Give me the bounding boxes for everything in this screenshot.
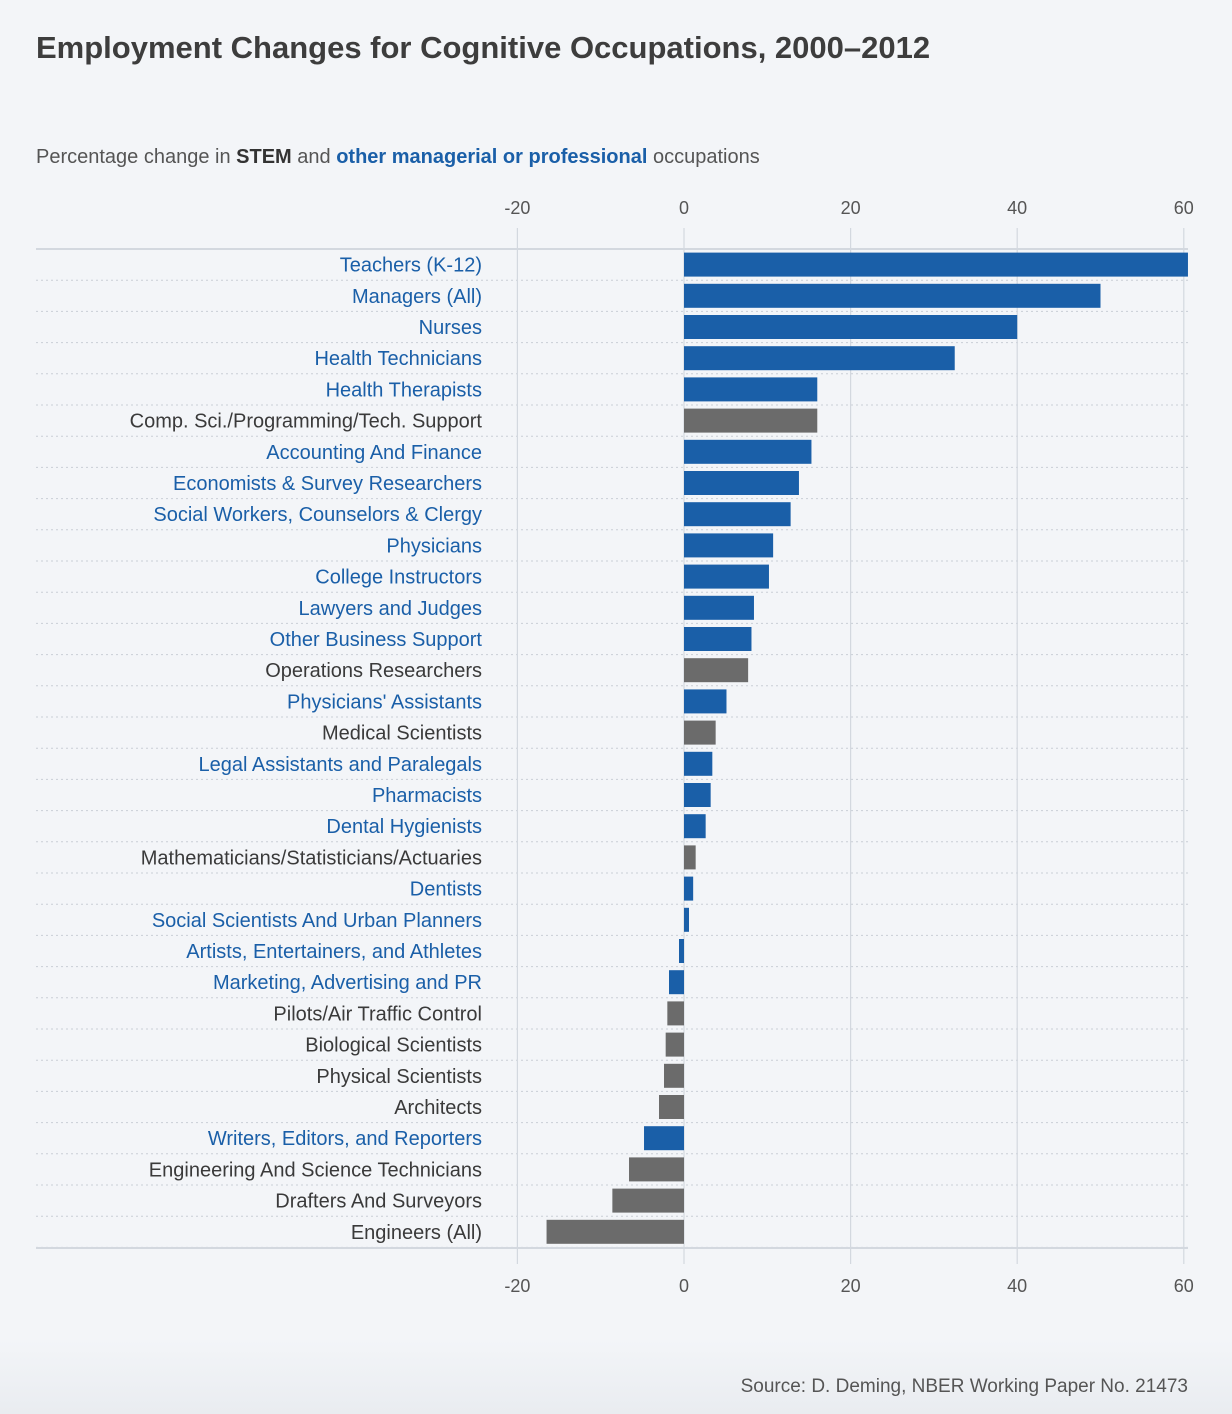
bar xyxy=(684,346,955,371)
bar xyxy=(684,658,749,683)
category-label: Physical Scientists xyxy=(316,1066,482,1088)
bar xyxy=(669,970,684,995)
bar xyxy=(659,1095,684,1119)
bar xyxy=(684,876,694,901)
category-label: Economists & Survey Researchers xyxy=(173,473,482,495)
bar xyxy=(684,408,818,433)
category-label: Artists, Entertainers, and Athletes xyxy=(186,941,482,963)
category-label: Drafters And Surveyors xyxy=(275,1191,482,1213)
category-label: Accounting And Finance xyxy=(266,442,482,464)
source-note: Source: D. Deming, NBER Working Paper No… xyxy=(740,1376,1188,1397)
bar xyxy=(684,907,689,932)
tick-label-top: 60 xyxy=(1174,198,1194,218)
bar xyxy=(629,1157,684,1182)
category-label: Engineers (All) xyxy=(351,1222,482,1244)
category-label: Engineering And Science Technicians xyxy=(149,1159,482,1181)
chart-subtitle: Percentage change in STEM and other mana… xyxy=(36,146,760,169)
category-label: Pharmacists xyxy=(372,785,482,807)
subtitle-stem: STEM xyxy=(236,146,292,168)
tick-label-top: 0 xyxy=(679,198,689,218)
tick-label-bottom: 0 xyxy=(679,1276,689,1296)
tick-label-bottom: 20 xyxy=(841,1276,861,1296)
category-label: Nurses xyxy=(419,317,482,339)
bar-chart: -20 -20 0 0 20 20 40 40 60 60 Teachers (K-12) Manag… xyxy=(36,198,1194,1296)
bar xyxy=(684,751,713,776)
bar xyxy=(684,471,799,495)
bar xyxy=(684,814,706,839)
category-label: Physicians' Assistants xyxy=(287,691,482,713)
category-label: Physicians xyxy=(386,535,482,557)
bar xyxy=(684,689,727,714)
category-label: Dentists xyxy=(410,879,482,901)
category-label: Comp. Sci./Programming/Tech. Support xyxy=(130,411,483,433)
bar xyxy=(684,845,696,870)
bar xyxy=(684,627,752,651)
bar xyxy=(679,939,684,963)
chart-title: Employment Changes for Cognitive Occupat… xyxy=(36,30,931,65)
bar xyxy=(684,315,1018,339)
bar xyxy=(684,439,812,464)
subtitle-suffix: occupations xyxy=(647,146,760,168)
bar xyxy=(684,533,774,558)
bar xyxy=(684,502,791,527)
bar xyxy=(667,1001,684,1026)
category-label: Pilots/Air Traffic Control xyxy=(273,1003,482,1025)
category-label: Biological Scientists xyxy=(305,1035,482,1057)
bar xyxy=(684,252,1188,277)
tick-label-bottom: -20 xyxy=(504,1276,530,1296)
bar xyxy=(612,1188,684,1213)
bar xyxy=(684,283,1101,308)
tick-label-bottom: 40 xyxy=(1007,1276,1027,1296)
category-label: Marketing, Advertising and PR xyxy=(213,972,482,994)
bar xyxy=(684,720,716,745)
subtitle-middle: and xyxy=(291,146,337,168)
category-label: Architects xyxy=(394,1097,482,1119)
bar xyxy=(684,564,769,589)
tick-label-top: 40 xyxy=(1007,198,1027,218)
tick-label-bottom: 60 xyxy=(1174,1276,1194,1296)
bar xyxy=(684,783,711,807)
category-label: Social Workers, Counselors & Clergy xyxy=(153,504,482,526)
bar xyxy=(664,1063,684,1088)
category-label: Medical Scientists xyxy=(322,723,482,745)
category-label: Other Business Support xyxy=(270,629,483,651)
category-label: Operations Researchers xyxy=(265,660,482,682)
category-label: Social Scientists And Urban Planners xyxy=(152,910,482,932)
bar xyxy=(665,1032,684,1057)
subtitle-prefix: Percentage change in xyxy=(36,146,237,168)
category-label: Health Therapists xyxy=(326,379,482,401)
category-label: Legal Assistants and Paralegals xyxy=(198,754,482,776)
category-label: Health Technicians xyxy=(314,348,482,370)
bar xyxy=(546,1219,684,1244)
category-label: Teachers (K-12) xyxy=(340,255,482,277)
bar xyxy=(684,595,754,620)
category-label: Managers (All) xyxy=(352,286,482,308)
tick-label-top: -20 xyxy=(504,198,530,218)
footer-band xyxy=(0,1340,1232,1414)
tick-label-top: 20 xyxy=(841,198,861,218)
bar xyxy=(684,377,818,402)
category-label: Lawyers and Judges xyxy=(299,598,482,620)
category-label: College Instructors xyxy=(315,567,482,589)
category-label: Dental Hygienists xyxy=(326,816,482,838)
subtitle-professional: other managerial or professional xyxy=(336,146,648,168)
category-label: Mathematicians/Statisticians/Actuaries xyxy=(141,847,482,869)
category-label: Writers, Editors, and Reporters xyxy=(208,1128,482,1150)
bar xyxy=(644,1126,684,1151)
